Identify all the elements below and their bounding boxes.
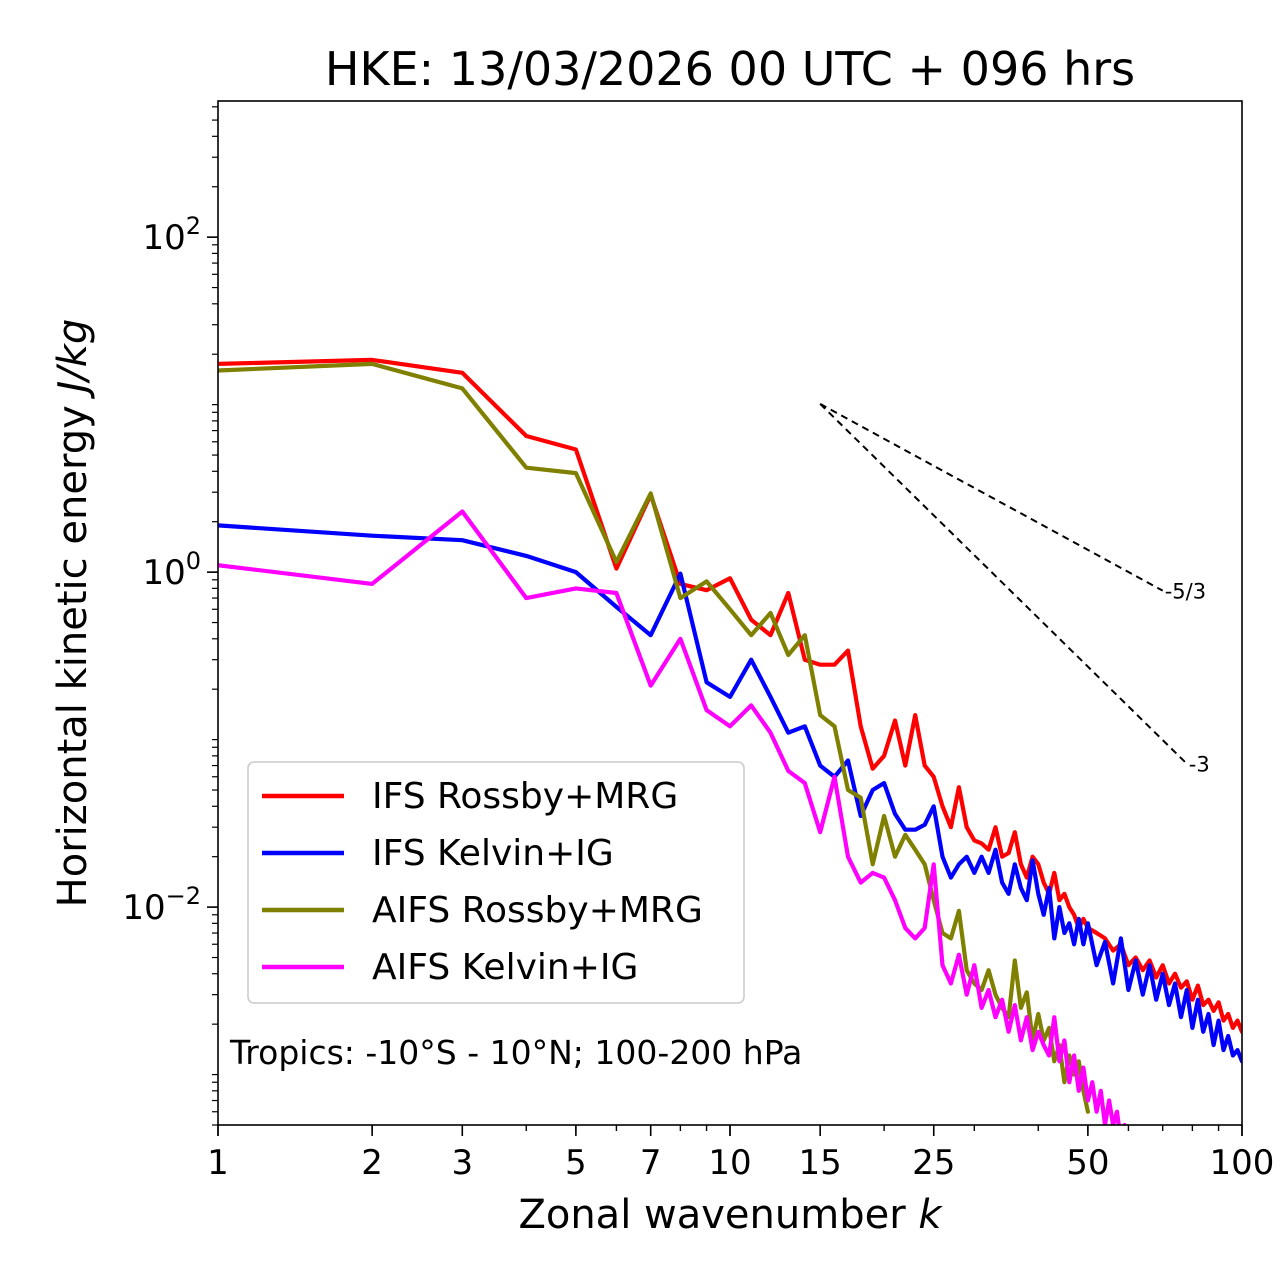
series-line-1 xyxy=(218,523,1242,1064)
reference-slope-line xyxy=(819,403,1188,765)
x-tick-label: 100 xyxy=(1210,1143,1275,1183)
x-tick-label: 2 xyxy=(361,1143,383,1183)
x-tick-label: 1 xyxy=(207,1143,229,1183)
x-axis: 1 2 3 5 7 10 15 25 50 100 xyxy=(207,1125,1274,1183)
legend-box xyxy=(247,761,745,1004)
x-tick-label: 15 xyxy=(799,1143,842,1183)
legend-entry-label: AIFS Kelvin+IG xyxy=(372,947,638,988)
reference-slope-line xyxy=(819,403,1164,592)
y-tick-label: 102 xyxy=(142,212,201,258)
reference-slope-label: -5/3 xyxy=(1165,580,1206,604)
y-tick-label: 10−2 xyxy=(122,882,201,928)
region-annotation: Tropics: -10°S - 10°N; 100-200 hPa xyxy=(229,1033,802,1072)
series-line-0 xyxy=(218,357,1242,1034)
x-tick-label: 50 xyxy=(1066,1143,1109,1183)
reference-slope-label: -3 xyxy=(1189,753,1210,777)
x-axis-label-text: Zonal wavenumber xyxy=(518,1192,918,1238)
y-axis: 102 100 10−2 xyxy=(122,106,218,1126)
legend-entry-label: IFS Kelvin+IG xyxy=(372,833,614,874)
x-tick-label: 7 xyxy=(640,1143,662,1183)
x-axis-label: Zonal wavenumber k xyxy=(518,1192,943,1238)
reference-slopes: -5/3 -3 xyxy=(819,403,1210,777)
y-tick-label: 100 xyxy=(142,547,201,593)
legend-entry-label: IFS Rossby+MRG xyxy=(372,776,678,817)
series-line-3 xyxy=(218,509,1127,1125)
legend-entry-label: AIFS Rossby+MRG xyxy=(372,890,703,931)
legend: IFS Rossby+MRG IFS Kelvin+IG AIFS Rossby… xyxy=(247,761,745,1004)
x-tick-label: 25 xyxy=(912,1143,955,1183)
x-tick-label: 5 xyxy=(565,1143,587,1183)
y-axis-label: Horizontal kinetic energy J/kg xyxy=(50,319,96,908)
series-layer xyxy=(218,357,1242,1125)
y-axis-label-unit: J/kg xyxy=(50,319,96,400)
y-axis-label-text: Horizontal kinetic energy xyxy=(50,393,96,908)
x-axis-label-variable: k xyxy=(918,1192,943,1238)
chart-title: HKE: 13/03/2026 00 UTC + 096 hrs xyxy=(325,42,1135,96)
x-tick-label: 10 xyxy=(708,1143,751,1183)
x-tick-label: 3 xyxy=(451,1143,473,1183)
